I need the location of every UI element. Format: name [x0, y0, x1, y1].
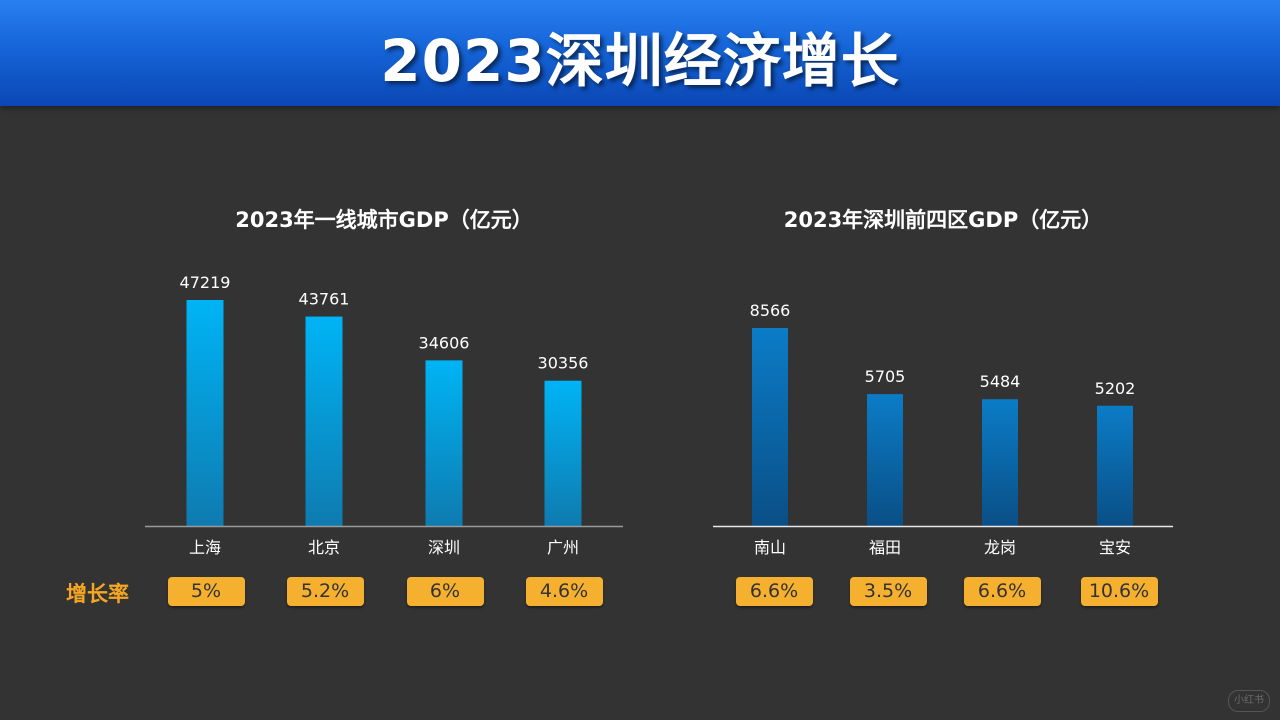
bar-city-1	[186, 300, 224, 526]
data-label-city-3: 34606	[419, 333, 470, 352]
category-label-district-4: 宝安	[1099, 538, 1131, 557]
category-label-district-2: 福田	[869, 538, 901, 557]
bar-city-2	[305, 316, 343, 526]
category-label-city-3: 深圳	[428, 538, 460, 557]
growth-badge-district-2: 3.5%	[849, 577, 927, 606]
bar-district-4	[1097, 405, 1133, 526]
growth-badge-city-1: 5%	[167, 577, 245, 606]
data-label-district-4: 5202	[1095, 379, 1136, 398]
growth-badge-district-1: 6.6%	[735, 577, 813, 606]
bar-district-3	[982, 399, 1018, 526]
growth-badge-district-3: 6.6%	[963, 577, 1041, 606]
growth-badge-district-4: 10.6%	[1080, 577, 1158, 606]
header-banner: 2023深圳经济增长	[0, 0, 1280, 106]
bar-district-1	[752, 328, 788, 526]
category-label-district-1: 南山	[754, 538, 786, 557]
data-label-city-2: 43761	[299, 290, 350, 309]
data-label-district-3: 5484	[980, 372, 1021, 391]
bar-district-2	[867, 394, 903, 526]
chart-title-cities: 2023年一线城市GDP（亿元）	[235, 208, 533, 232]
category-label-district-3: 龙岗	[984, 538, 1016, 557]
data-label-district-2: 5705	[865, 367, 906, 386]
category-label-city-4: 广州	[547, 538, 579, 557]
category-label-city-1: 上海	[189, 538, 221, 557]
growth-badge-city-3: 6%	[406, 577, 484, 606]
data-label-city-4: 30356	[538, 354, 589, 373]
watermark: 小红书	[1228, 690, 1270, 712]
chart-title-districts: 2023年深圳前四区GDP（亿元）	[783, 208, 1103, 232]
growth-badge-city-4: 4.6%	[525, 577, 603, 606]
category-label-city-2: 北京	[308, 538, 340, 557]
bar-city-4	[544, 380, 582, 526]
data-label-district-1: 8566	[750, 301, 791, 320]
data-label-city-1: 47219	[180, 273, 231, 292]
growth-rate-label: 增长率	[66, 582, 129, 606]
page-title: 2023深圳经济增长	[380, 27, 900, 95]
bar-city-3	[425, 360, 463, 526]
growth-badge-city-2: 5.2%	[286, 577, 364, 606]
